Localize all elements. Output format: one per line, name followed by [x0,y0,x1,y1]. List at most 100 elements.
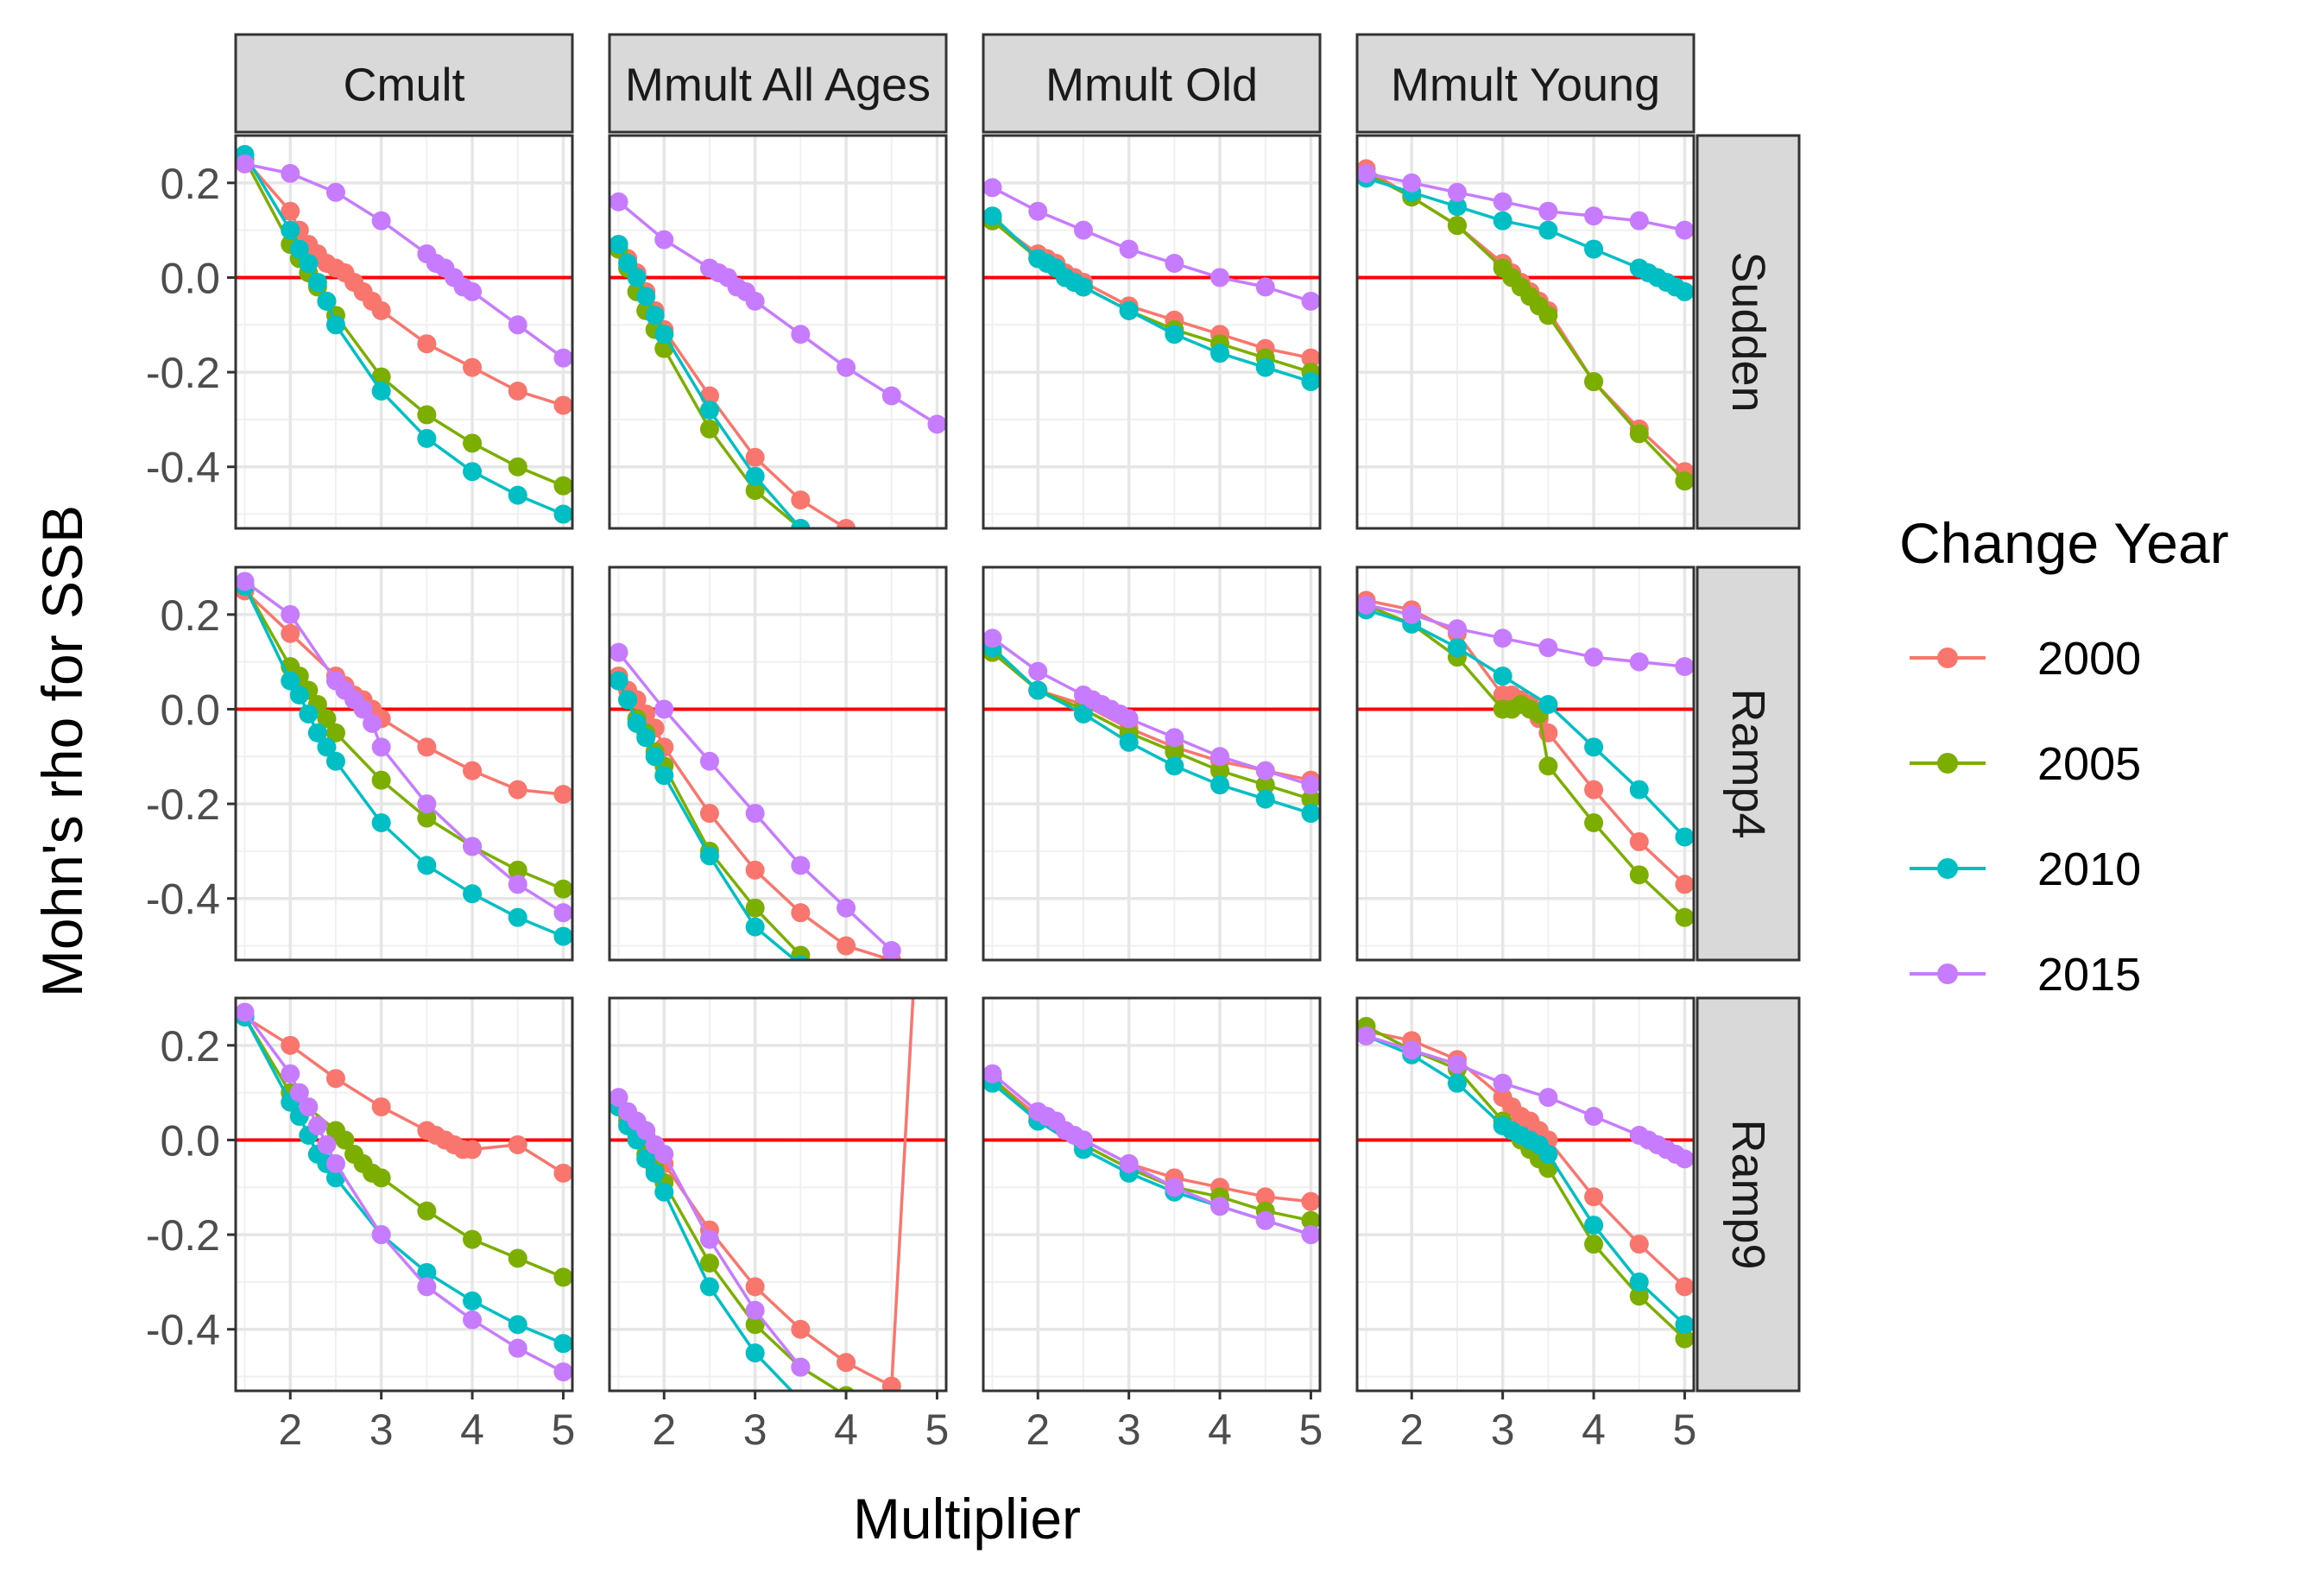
data-point-2000 [281,201,300,221]
strip-row-label: Ramp4 [1722,688,1774,838]
data-point-2015 [1629,211,1649,231]
data-point-2010 [1538,1144,1558,1164]
panel-border [608,996,948,1393]
data-point-2015 [1301,775,1320,795]
data-point-2000 [1629,831,1649,851]
data-point-2010 [417,856,437,875]
data-point-2000 [745,1277,765,1297]
data-point-2000 [1301,1191,1320,1211]
data-point-2015 [654,230,674,250]
data-point-2000 [553,395,572,415]
data-point-2010 [1165,325,1184,344]
data-point-2015 [636,1121,656,1140]
data-point-2000 [371,300,391,320]
data-point-2010 [1538,220,1558,240]
data-point-2010 [307,723,327,742]
data-point-2015 [371,737,391,757]
data-point-2010 [1675,1315,1694,1335]
data-point-2015 [881,386,901,406]
legend-label: 2015 [2037,949,2141,1001]
data-point-2010 [417,428,437,448]
data-point-2015 [1584,206,1604,226]
panel-plot-area [1357,998,1694,1391]
x-tick-label: 5 [1673,1406,1697,1454]
data-point-2010 [307,272,327,292]
data-point-2015 [363,713,382,733]
data-point-2010 [1538,694,1558,714]
data-point-2000 [1675,875,1694,894]
data-point-2015 [1402,1040,1422,1060]
panel-border [608,134,948,530]
data-point-2015 [1675,1149,1694,1169]
data-point-2015 [609,1088,628,1108]
panel-plot-area [609,136,946,528]
data-point-2010 [792,955,809,960]
data-point-2000 [791,490,811,510]
strip-col-label: Mmult Old [1045,60,1258,111]
data-point-2010 [463,462,483,482]
x-tick-label: 3 [1117,1406,1141,1454]
data-point-2010 [1584,239,1604,259]
data-point-2010 [1073,277,1093,297]
panel-plot-area [1357,136,1694,528]
data-point-2015 [1119,709,1139,729]
data-point-2010 [1629,1272,1649,1292]
panel-plot-area [236,998,572,1391]
data-point-2005 [335,1130,355,1150]
data-point-2010 [1073,704,1093,723]
data-point-2010 [1255,357,1275,377]
data-point-2005 [417,1201,437,1221]
data-point-2010 [636,287,656,306]
data-point-2010 [645,1163,665,1183]
data-point-2015 [463,281,483,301]
x-tick-label: 5 [552,1406,576,1454]
data-point-2005 [1584,813,1604,833]
data-point-2015 [1165,254,1184,274]
data-point-2015 [325,182,345,202]
data-point-2015 [1165,728,1184,748]
x-tick-label: 3 [1491,1406,1515,1454]
panel-plot-area [609,567,946,960]
strip-col-label: Mmult Young [1391,60,1660,111]
panel-sudden-3 [1355,134,1696,530]
data-point-2005 [745,1315,765,1335]
data-point-2005 [1584,372,1604,392]
data-point-2005 [1255,775,1275,795]
data-point-2010 [371,813,391,833]
x-tick-label: 2 [278,1406,302,1454]
strip-col-1 [608,33,948,134]
panel-background [983,136,1320,528]
panel-ramp9-2 [982,996,1322,1393]
data-point-2000 [417,334,437,354]
data-point-2005 [1629,424,1649,444]
y-tick-label: 0.0 [160,254,220,302]
data-point-2005 [371,1168,391,1188]
data-point-2000 [508,780,527,799]
data-point-2015 [927,414,946,434]
data-point-2010 [1447,638,1467,658]
data-point-2015 [1493,192,1512,212]
data-point-2015 [881,941,901,960]
data-point-2015 [745,291,765,311]
data-point-2015 [1357,163,1376,183]
data-point-2015 [1255,277,1275,297]
data-point-2015 [371,1225,391,1245]
data-point-2005 [317,709,337,729]
data-point-2015 [317,1134,337,1154]
data-point-2015 [508,1338,527,1358]
data-point-2005 [1538,756,1558,776]
data-point-2010 [654,325,674,344]
data-point-2005 [1165,742,1184,761]
data-point-2000 [463,1140,483,1159]
y-tick-label: -0.2 [146,1211,220,1260]
data-point-2000 [837,519,856,528]
data-point-2015 [1210,1197,1230,1216]
data-point-2015 [699,1229,719,1249]
data-point-2010 [317,737,337,757]
legend-key-point-2010 [1937,858,1958,879]
data-point-2000 [553,785,572,805]
data-point-2010 [289,239,309,259]
panel-ramp4-0 [234,565,574,962]
data-point-2015 [1584,1107,1604,1127]
legend-label: 2005 [2037,738,2141,790]
